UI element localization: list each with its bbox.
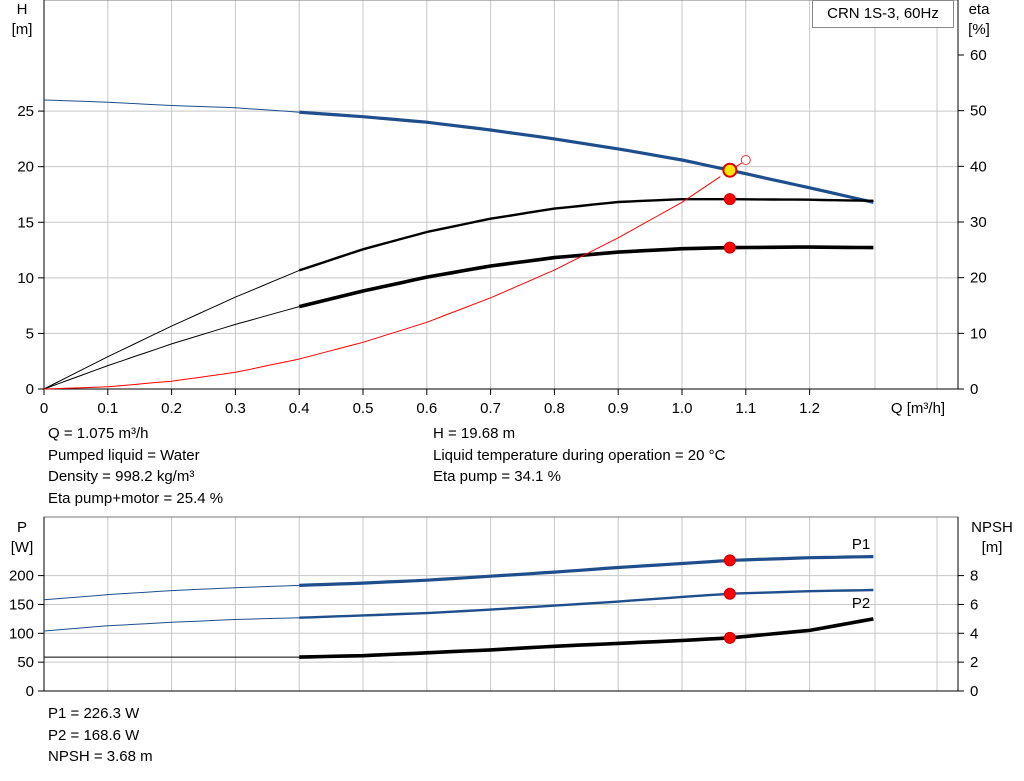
y-tick-label-left-bottom: 200 xyxy=(9,568,34,585)
y-tick-label-left-bottom: 0 xyxy=(26,683,34,700)
npsh-curve xyxy=(299,617,874,659)
duty-point-marker xyxy=(722,162,738,178)
y-axis-label-left-bottom-unit: [W] xyxy=(11,539,34,556)
plot-frame-top xyxy=(43,0,959,390)
y-axis-label-right-unit: [%] xyxy=(968,21,990,38)
head-curve xyxy=(299,110,874,204)
info-bottom: P1 = 226.3 W P2 = 168.6 W NPSH = 3.68 m xyxy=(48,703,153,768)
y-tick-label-right: 0 xyxy=(970,381,978,398)
y-tick-label-left: 0 xyxy=(26,381,34,398)
x-tick-label: 0 xyxy=(40,400,48,417)
y-tick-label-right: 60 xyxy=(970,47,987,64)
info-right-top: H = 19.68 m Liquid temperature during op… xyxy=(433,423,725,488)
y-tick-label-right: 10 xyxy=(970,325,987,342)
system-curve xyxy=(43,176,721,390)
series-label-p1: P1 xyxy=(852,536,870,553)
y-tick-label-right: 40 xyxy=(970,158,987,175)
x-tick-label: 0.3 xyxy=(225,400,246,417)
y-tick-label-left: 25 xyxy=(17,103,34,120)
info-eta-pump-motor: Eta pump+motor = 25.4 % xyxy=(48,489,224,507)
x-tick-label: 0.5 xyxy=(353,400,374,417)
y-tick-label-right-bottom: 2 xyxy=(970,654,978,671)
y-tick-label-right-bottom: 4 xyxy=(970,625,978,642)
x-tick-label: 0.1 xyxy=(97,400,118,417)
y-tick-label-right-bottom: 0 xyxy=(970,683,978,700)
y-tick-label-left-bottom: 50 xyxy=(17,654,34,671)
info-npsh: NPSH = 3.68 m xyxy=(48,748,153,765)
p2-curve-thin xyxy=(43,617,300,632)
model-label: CRN 1S-3, 60Hz xyxy=(812,0,954,28)
eta-total-curve xyxy=(298,245,874,309)
y-tick-label-right: 50 xyxy=(970,103,987,120)
eta-total-curve-thin xyxy=(43,306,300,390)
p2-curve xyxy=(299,588,874,619)
open-circle-marker xyxy=(740,155,751,166)
info-temperature: Liquid temperature during operation = 20… xyxy=(433,446,726,464)
y-axis-label-right-bottom: NPSH xyxy=(971,519,1013,536)
x-tick-label: 0.2 xyxy=(161,400,182,417)
operating-point-marker xyxy=(723,193,736,206)
y-axis-label-left: H xyxy=(17,1,28,18)
operating-point-marker-bottom xyxy=(723,554,736,567)
y-tick-label-left-bottom: 100 xyxy=(9,625,34,642)
info-p1: P1 = 226.3 W xyxy=(48,705,140,722)
operating-point-marker-bottom xyxy=(723,587,736,600)
info-head: H = 19.68 m xyxy=(433,425,516,442)
x-tick-label: 0.7 xyxy=(480,400,501,417)
x-tick-label: 0.9 xyxy=(608,400,629,417)
y-tick-label-left: 20 xyxy=(17,159,34,176)
operating-point-marker xyxy=(723,241,736,254)
info-eta-pump: Eta pump = 34.1 % xyxy=(433,468,561,485)
operating-point-marker-bottom xyxy=(723,631,736,644)
eta-pump-curve xyxy=(298,198,874,272)
y-axis-label-right-bottom-unit: [m] xyxy=(982,539,1003,556)
y-axis-label-right: eta xyxy=(969,1,991,18)
y-axis-label-left-bottom: P xyxy=(17,519,27,536)
head-curve-thin xyxy=(43,99,300,113)
info-left-top: Q = 1.075 m³/h Pumped liquid = Water Den… xyxy=(48,423,223,509)
info-density: Density = 998.2 kg/m³ xyxy=(48,468,195,485)
y-axis-label-left-unit: [m] xyxy=(12,21,33,38)
x-axis-label: Q [m³/h] xyxy=(891,400,945,417)
x-tick-label: 1.0 xyxy=(672,400,693,417)
y-tick-label-right-bottom: 6 xyxy=(970,596,978,613)
info-liquid: Pumped liquid = Water xyxy=(48,446,200,464)
y-tick-label-right: 20 xyxy=(970,270,987,287)
eta-pump-curve-thin xyxy=(43,269,300,390)
x-tick-label: 0.6 xyxy=(416,400,437,417)
y-tick-label-right-bottom: 8 xyxy=(970,568,978,585)
x-tick-label: 0.4 xyxy=(289,400,310,417)
info-flow: Q = 1.075 m³/h xyxy=(48,425,149,442)
info-p2: P2 = 168.6 W xyxy=(48,726,140,744)
x-tick-label: 1.1 xyxy=(735,400,756,417)
x-tick-label: 0.8 xyxy=(544,400,565,417)
series-label-p2: P2 xyxy=(852,595,870,612)
y-tick-label-left-bottom: 150 xyxy=(9,596,34,613)
y-tick-label-right: 30 xyxy=(970,214,987,231)
y-tick-label-left: 5 xyxy=(26,325,34,342)
p1-curve-thin xyxy=(43,584,300,601)
y-tick-label-left: 15 xyxy=(17,214,34,231)
x-tick-label: 1.2 xyxy=(799,400,820,417)
p1-curve xyxy=(299,555,874,587)
y-tick-label-left: 10 xyxy=(17,270,34,287)
